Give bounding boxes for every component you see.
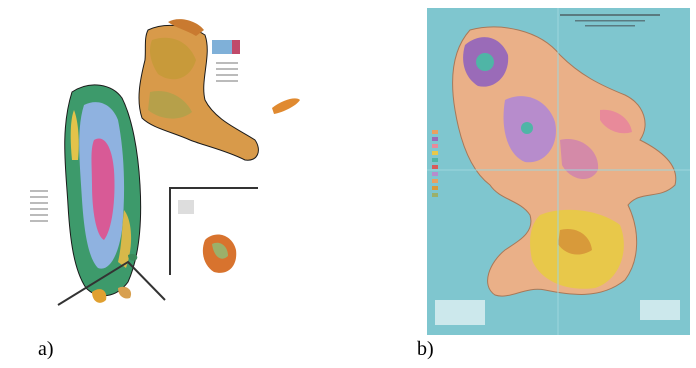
map-guadeloupe <box>10 5 320 325</box>
maps <box>0 0 696 368</box>
panel-label: a) <box>38 338 54 361</box>
map-martinique <box>427 8 690 335</box>
panel-label: b) <box>417 338 434 361</box>
figure: a) b) <box>0 0 696 368</box>
